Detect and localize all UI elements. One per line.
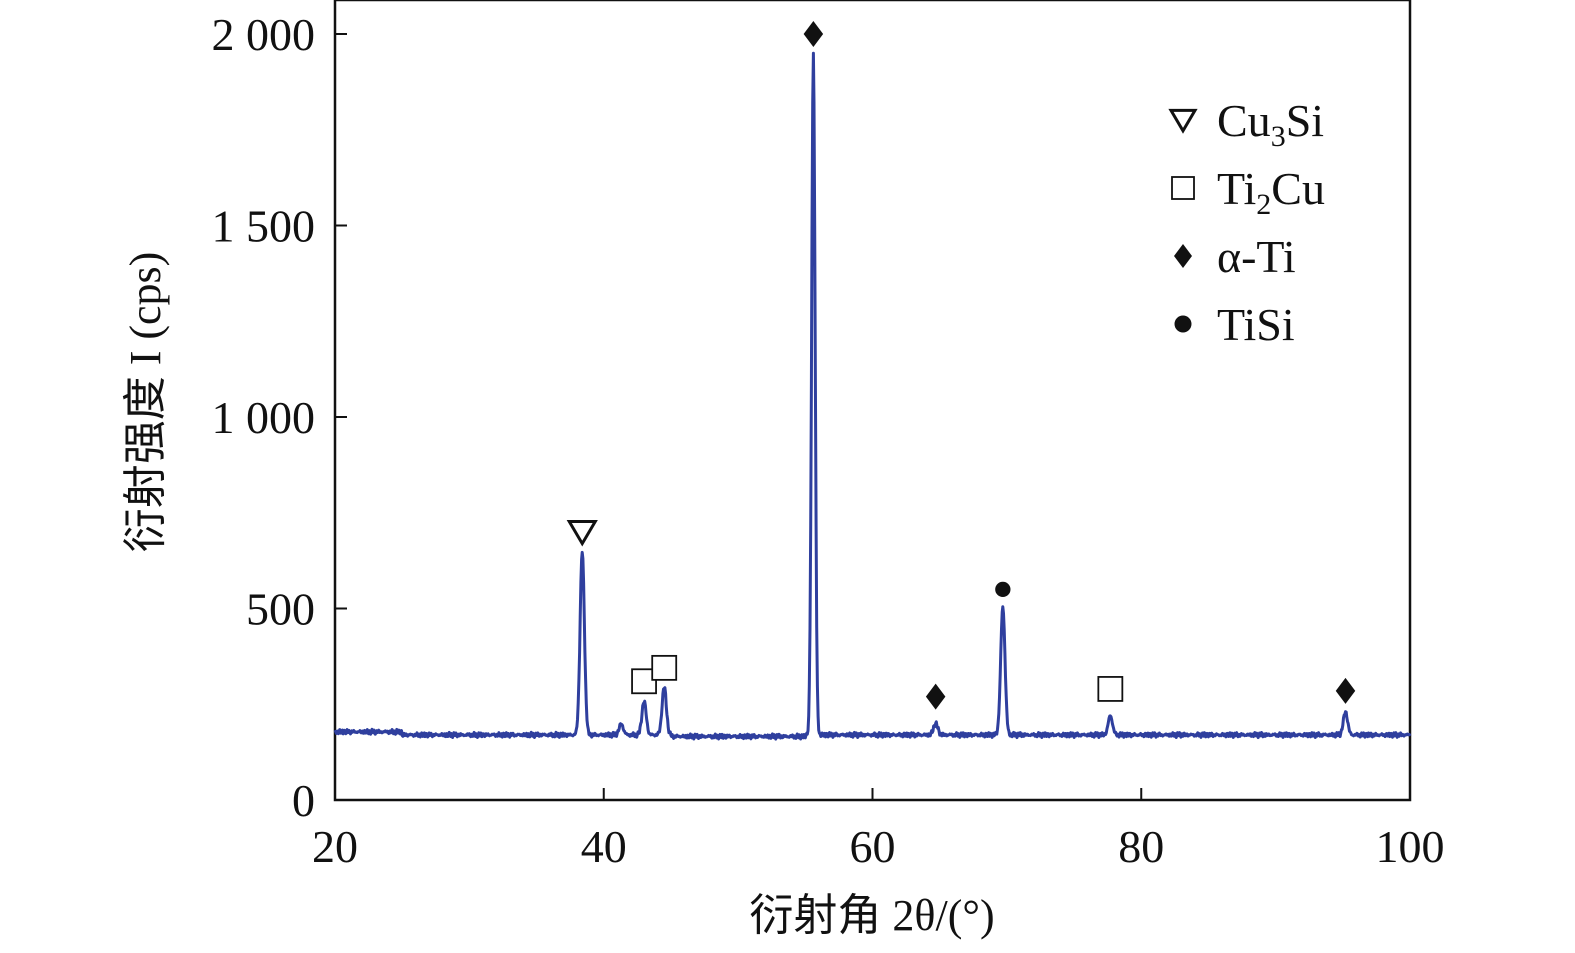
peak-marker-diamond-filled [925,683,946,710]
y-tick-label: 0 [292,775,315,826]
x-axis: 20 40 60 80 100 [312,788,1445,872]
legend-marker-diamond-filled [1174,244,1192,268]
legend-label: Cu3Si [1217,95,1324,153]
legend-label: Ti2Cu [1217,163,1325,221]
x-tick-label: 80 [1118,821,1164,872]
legend: Cu3Si Ti2Cu α-Ti TiSi [1168,95,1325,350]
y-tick-label: 500 [246,584,315,635]
legend-label: TiSi [1217,299,1295,350]
x-tick-label: 40 [581,821,627,872]
peak-annotations [566,21,1356,710]
legend-marker-triangle-down-open [1168,108,1198,134]
peak-marker-triangle-down-open [566,520,598,547]
y-axis-label: 衍射强度 I (cps) [121,252,170,553]
legend-marker-square-open [1171,176,1195,200]
peak-marker-circle-filled [995,581,1011,597]
x-axis-label: 衍射角 2θ/(°) [749,891,994,940]
legend-label: α-Ti [1217,231,1296,282]
x-tick-label: 100 [1376,821,1445,872]
y-tick-label: 1 500 [212,201,316,252]
peak-marker-square-open [1097,676,1124,702]
y-tick-label: 2 000 [212,9,316,60]
legend-marker-circle-filled [1174,315,1192,333]
x-tick-label: 20 [312,821,358,872]
series-line [333,51,1412,741]
peak-marker-diamond-filled [803,21,824,47]
peak-marker-diamond-filled [1335,677,1356,704]
x-tick-label: 60 [850,821,896,872]
peak-marker-square-open [651,654,678,681]
y-tick-label: 1 000 [212,392,316,443]
y-axis: 0 500 1 000 1 500 2 000 [212,9,347,826]
series-layer [333,51,1412,741]
